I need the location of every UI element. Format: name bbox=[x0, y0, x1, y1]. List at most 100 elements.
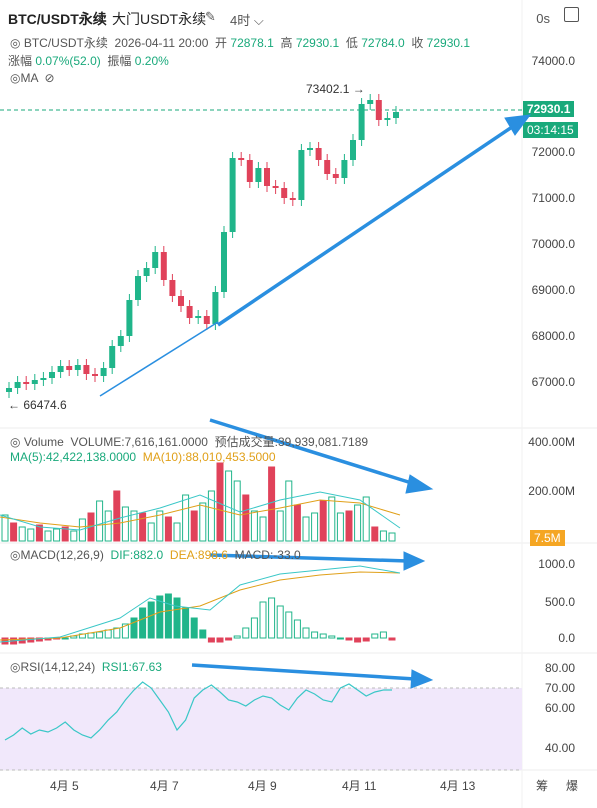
chart-header: BTC/USDT永续 大门USDT永续 ✎ 4时 ⌵ 0s bbox=[0, 0, 597, 34]
candle bbox=[307, 148, 313, 150]
macd-bar bbox=[35, 637, 43, 642]
candle bbox=[169, 280, 176, 296]
date-tick: 4月 5 bbox=[50, 779, 79, 793]
bell-icon[interactable]: ◎ bbox=[10, 36, 21, 50]
candle bbox=[264, 168, 270, 186]
macd-bar bbox=[242, 627, 250, 639]
macd-bar bbox=[250, 617, 258, 639]
macd-bar bbox=[156, 595, 164, 639]
macd-bar bbox=[147, 601, 155, 639]
volume-bar bbox=[259, 516, 267, 542]
bell-icon[interactable]: ◎ bbox=[10, 435, 21, 449]
volume-bar bbox=[276, 510, 284, 542]
volume-bar bbox=[242, 494, 250, 542]
bell-icon[interactable]: ◎ bbox=[10, 71, 21, 85]
macd-bar bbox=[302, 627, 310, 639]
candle bbox=[367, 100, 374, 104]
macd-bar bbox=[362, 637, 370, 642]
arrow-annotations bbox=[191, 114, 532, 689]
macd-bar bbox=[328, 635, 336, 639]
volume-bar bbox=[379, 530, 387, 542]
volume-bar bbox=[319, 500, 327, 542]
candlesticks bbox=[6, 94, 399, 398]
candle bbox=[49, 372, 55, 378]
bell-icon[interactable]: ◎ bbox=[10, 660, 21, 674]
volume-bar bbox=[362, 496, 370, 542]
candle bbox=[83, 365, 90, 374]
volume-bar bbox=[104, 510, 112, 542]
candle bbox=[324, 160, 331, 174]
macd-dea-line bbox=[0, 571, 401, 641]
candle bbox=[186, 306, 193, 318]
macd-bar bbox=[121, 623, 129, 639]
volume-bar bbox=[311, 512, 319, 542]
low-marker: ← 66474.6 bbox=[8, 398, 67, 412]
candle bbox=[117, 336, 124, 346]
volume-bar bbox=[130, 510, 138, 542]
chips-button[interactable]: 筹 bbox=[536, 779, 549, 793]
candle bbox=[246, 160, 253, 182]
volume-bar bbox=[207, 490, 215, 542]
volume-bar bbox=[302, 516, 310, 542]
eye-off-icon[interactable]: ⊘ bbox=[44, 71, 55, 85]
date-tick: 4月 9 bbox=[248, 779, 277, 793]
volume-ma10-line bbox=[0, 499, 401, 528]
candle bbox=[74, 365, 81, 370]
volume-bar bbox=[328, 496, 336, 542]
exchange-label: 大门USDT永续 bbox=[112, 11, 207, 27]
macd-bar bbox=[104, 629, 112, 639]
candle bbox=[57, 366, 64, 372]
volume-bar bbox=[96, 500, 104, 542]
edit-icon[interactable]: ✎ bbox=[205, 9, 216, 24]
volume-bar bbox=[35, 524, 43, 542]
liquidation-button[interactable]: 爆 bbox=[566, 779, 579, 793]
rsi-tick: 40.00 bbox=[544, 741, 575, 755]
candle bbox=[92, 374, 98, 376]
candle bbox=[341, 160, 348, 178]
candle bbox=[66, 366, 73, 370]
macd-bar bbox=[216, 637, 224, 643]
candle bbox=[384, 118, 391, 120]
bell-icon[interactable]: ◎ bbox=[10, 548, 21, 562]
candle bbox=[40, 378, 47, 380]
macd-bar bbox=[336, 637, 344, 640]
timeframe-selector[interactable]: 4时 ⌵ bbox=[230, 13, 264, 28]
candle bbox=[289, 198, 296, 200]
ohlc-line: ◎ BTC/USDT永续 2026-04-11 20:00 开 72878.1 … bbox=[10, 36, 471, 50]
candle bbox=[152, 252, 159, 268]
volume-bar bbox=[388, 532, 396, 542]
candle bbox=[31, 380, 38, 384]
volume-bar bbox=[113, 490, 121, 542]
candle bbox=[126, 300, 133, 336]
fullscreen-icon[interactable] bbox=[564, 7, 579, 22]
macd-bar bbox=[199, 629, 207, 639]
high-marker: 73402.1 → bbox=[306, 82, 365, 96]
price-tick: 72000.0 bbox=[531, 145, 575, 159]
volume-bars bbox=[1, 462, 396, 542]
volume-current-tag: 7.5M bbox=[530, 530, 565, 546]
volume-bar bbox=[44, 530, 52, 542]
macd-bar bbox=[207, 637, 215, 643]
trend-line bbox=[99, 321, 219, 397]
macd-bar bbox=[130, 617, 138, 639]
macd-bar bbox=[285, 611, 293, 639]
macd-bar bbox=[354, 637, 362, 643]
macd-bar bbox=[293, 619, 301, 639]
candle bbox=[238, 158, 245, 160]
ma-indicator[interactable]: ◎MA ⊘ bbox=[10, 71, 55, 85]
volume-ma-legend: MA(5):42,422,138.0000 MA(10):88,010,453.… bbox=[10, 450, 276, 464]
symbol-title[interactable]: BTC/USDT永续 bbox=[8, 11, 107, 27]
volume-bar bbox=[53, 528, 61, 542]
macd-bar bbox=[259, 601, 267, 639]
volume-tick: 400.00M bbox=[528, 435, 575, 449]
macd-bar bbox=[311, 631, 319, 639]
volume-bar bbox=[139, 512, 147, 542]
candle bbox=[6, 388, 12, 392]
volume-bar bbox=[199, 502, 207, 542]
rsi-line bbox=[4, 681, 392, 741]
volume-bar bbox=[190, 510, 198, 542]
macd-bar bbox=[268, 597, 276, 639]
date-tick: 4月 13 bbox=[440, 779, 476, 793]
candle bbox=[203, 316, 210, 324]
